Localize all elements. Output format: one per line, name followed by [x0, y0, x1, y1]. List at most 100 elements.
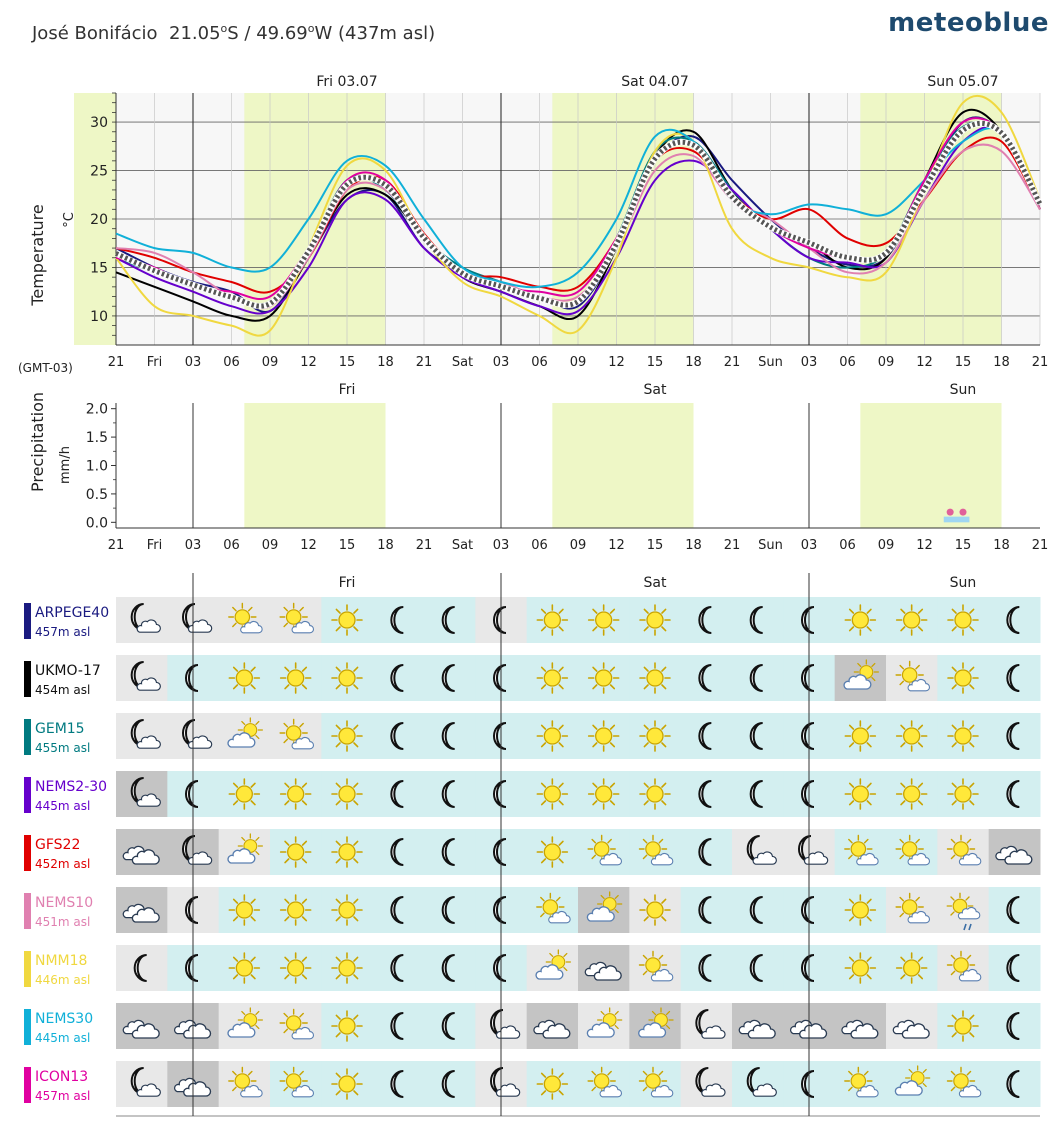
precipitation-probability-dot	[959, 508, 967, 516]
model-row-arpege40: ARPEGE40 457m asl	[24, 597, 1041, 643]
degree-sign: o	[220, 22, 228, 35]
sun-icon	[947, 778, 979, 810]
temperature-x-tick-label: Fri	[147, 355, 163, 370]
sun-icon	[639, 778, 671, 810]
model-name: UKMO-17	[35, 663, 101, 679]
sun-icon	[587, 778, 620, 810]
precipitation-x-tick-label: Sun	[758, 538, 783, 553]
cloud-cover-cell	[988, 713, 1041, 759]
sun-icon	[844, 894, 877, 926]
temperature-x-tick-label: 21	[108, 355, 125, 370]
sun-icon	[947, 604, 979, 636]
sun-icon	[536, 662, 569, 694]
model-color-swatch	[24, 1009, 31, 1045]
cloud-cover-cell	[680, 713, 733, 759]
cloud-cover-cell	[680, 655, 733, 701]
sun-icon	[639, 662, 671, 694]
sun-icon	[331, 1068, 363, 1100]
precipitation-x-tick-label: 09	[878, 538, 895, 553]
cloud-cover-cell	[988, 771, 1041, 817]
temperature-x-tick-label: 09	[570, 355, 587, 370]
precipitation-x-tick-label: 06	[223, 538, 240, 553]
latitude-hemisphere: S	[227, 23, 239, 44]
temperature-tick-label: 10	[90, 309, 108, 325]
precipitation-x-tick-label: 12	[608, 538, 625, 553]
cloud-cover-cell	[732, 655, 784, 701]
temperature-line-nems30	[115, 127, 1041, 289]
cloud-cover-cell	[732, 887, 784, 933]
sun-icon	[331, 1010, 363, 1042]
rain-drop	[968, 923, 972, 931]
model-color-swatch	[24, 777, 31, 813]
cloud-cover-cell	[732, 771, 784, 817]
model-color-swatch	[24, 835, 31, 871]
table-day-label: Sun	[950, 575, 977, 591]
table-day-label: Sat	[644, 575, 667, 591]
temperature-x-tick-label: 12	[608, 355, 625, 370]
model-elevation: 457m asl	[35, 1089, 90, 1103]
sun-icon	[228, 662, 261, 694]
sun-icon	[331, 604, 363, 636]
model-color-swatch	[24, 1067, 31, 1103]
cloud-cover-cell	[424, 1061, 476, 1107]
precipitation-daylight-band	[860, 403, 1002, 528]
brand-logo: meteoblue	[888, 8, 1049, 38]
cloud-cover-cell	[424, 945, 476, 991]
sun-icon	[331, 778, 363, 810]
cloud-cover-cell	[680, 887, 733, 933]
model-name: ICON13	[35, 1069, 88, 1085]
sun-icon	[228, 952, 261, 984]
cloud-cover-cell	[680, 829, 733, 875]
cloud-cover-cell	[372, 597, 425, 643]
precipitation-x-tick-label: 09	[262, 538, 279, 553]
precipitation-tick-label: 1.0	[86, 459, 108, 475]
sun-icon	[331, 894, 363, 926]
precipitation-day-label: Sat	[644, 382, 667, 398]
precipitation-x-tick-label: 18	[377, 538, 394, 553]
model-name: GEM15	[35, 721, 85, 737]
sun-icon	[639, 720, 671, 752]
model-name: NMM18	[35, 953, 87, 969]
sun-icon	[844, 952, 877, 984]
cloud-cover-cell	[988, 887, 1041, 933]
model-color-swatch	[24, 603, 31, 639]
temperature-tick-label: 15	[90, 260, 108, 276]
temperature-axis-label: Temperature	[28, 204, 47, 306]
precipitation-x-tick-label: 06	[531, 538, 548, 553]
temperature-mean-line	[114, 120, 1043, 309]
sun-icon	[844, 778, 877, 810]
precipitation-x-tick-label: 15	[339, 538, 356, 553]
sun-icon	[536, 778, 569, 810]
sun-icon	[279, 662, 312, 694]
table-day-label: Fri	[339, 575, 356, 591]
model-row-gem15: GEM15 455m asl	[24, 713, 1041, 759]
sun-icon	[844, 604, 877, 636]
model-color-swatch	[24, 661, 31, 697]
temperature-x-tick-label: 03	[185, 355, 202, 370]
longitude-hemisphere: W	[314, 23, 333, 44]
model-row-nmm18: NMM18 446m asl	[24, 945, 1041, 991]
cloud-cover-cell	[732, 597, 784, 643]
sun-icon	[947, 1010, 979, 1042]
precipitation-x-tick-label: 12	[916, 538, 933, 553]
sun-icon	[639, 894, 671, 926]
sun-icon	[228, 778, 261, 810]
precipitation-day-label: Sun	[950, 382, 977, 398]
temperature-x-tick-label: 18	[993, 355, 1010, 370]
location-title: José Bonifácio 21.05oS / 49.69oW (437m a…	[32, 22, 436, 44]
degree-sign: o	[307, 22, 315, 35]
precipitation-tick-label: 1.5	[86, 430, 108, 446]
elevation-label: (437m asl)	[338, 23, 436, 44]
model-name: NEMS2-30	[35, 779, 107, 795]
precipitation-x-tick-label: Fri	[147, 538, 163, 553]
temperature-x-tick-label: 15	[647, 355, 664, 370]
model-name: GFS22	[35, 837, 80, 853]
precipitation-daylight-band	[552, 403, 694, 528]
cloud-cover-cell	[424, 713, 476, 759]
cloud-cover-cell	[424, 887, 476, 933]
model-elevation: 445m asl	[35, 1031, 90, 1045]
precipitation-axis-label: Precipitation	[28, 392, 47, 492]
latitude-value: 21.05	[169, 23, 221, 44]
temperature-x-tick-label: 21	[1032, 355, 1049, 370]
